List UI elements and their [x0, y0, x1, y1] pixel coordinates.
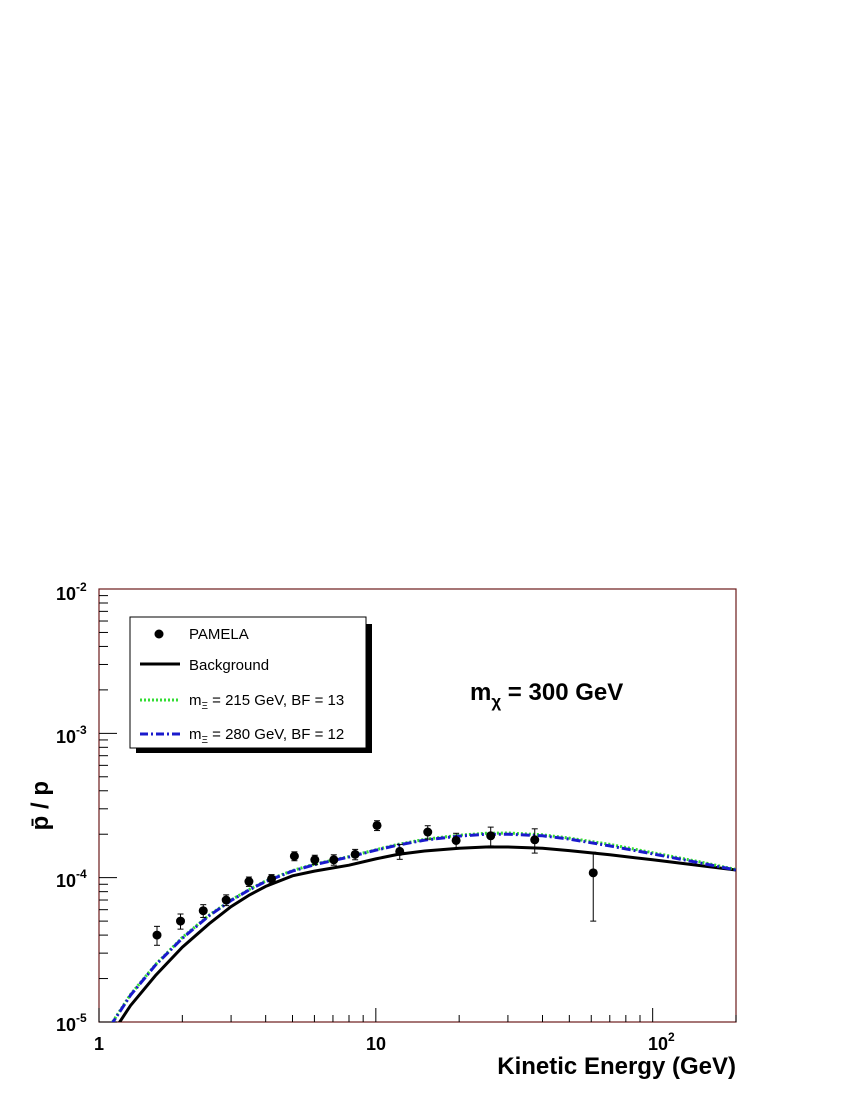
plot-frame [98, 588, 737, 1023]
chart-marks [110, 820, 736, 1022]
x-tick-label: 102 [648, 1030, 675, 1054]
legend-marker-pamela [154, 629, 164, 639]
data-point [372, 820, 382, 830]
mass-annotation: mχ = 300 GeV [470, 679, 623, 711]
data-point [310, 855, 320, 865]
y-tick-labels: 10-5 10-4 10-3 10-2 [56, 580, 87, 1035]
data-point [198, 906, 208, 916]
axis-ticks [98, 595, 737, 1023]
data-point [423, 827, 433, 837]
data-point [486, 831, 496, 841]
data-point [451, 835, 461, 845]
legend-label-pamela: PAMELA [189, 626, 249, 643]
legend: PAMELA Background mΞ = 215 GeV, BF = 13 … [129, 616, 372, 753]
y-tick-label: 10-2 [56, 580, 87, 604]
legend-label-280: mΞ = 280 GeV, BF = 12 [189, 726, 344, 746]
x-tick-labels: 1 10 102 [94, 1030, 675, 1054]
data-point [350, 849, 360, 859]
data-point [221, 895, 231, 905]
data-point [588, 868, 598, 878]
data-point [329, 855, 339, 865]
series-line-3 [111, 832, 736, 1022]
data-point [530, 835, 540, 845]
data-point [152, 930, 162, 940]
y-axis-title: p̄ / p [27, 781, 54, 830]
y-tick-label: 10-5 [56, 1011, 87, 1035]
legend-box [129, 616, 367, 749]
y-tick-label: 10-3 [56, 723, 87, 747]
x-tick-label: 10 [366, 1034, 386, 1054]
data-point [244, 877, 254, 887]
x-tick-label: 1 [94, 1034, 104, 1054]
x-axis-title: Kinetic Energy (GeV) [497, 1053, 736, 1080]
y-tick-label: 10-4 [56, 867, 87, 891]
data-point [395, 846, 405, 856]
legend-label-215: mΞ = 215 GeV, BF = 13 [189, 692, 344, 712]
data-point [289, 851, 299, 861]
data-point [176, 916, 186, 926]
legend-label-background: Background [189, 657, 269, 674]
series-line-1 [117, 845, 736, 1022]
data-point [267, 874, 277, 884]
